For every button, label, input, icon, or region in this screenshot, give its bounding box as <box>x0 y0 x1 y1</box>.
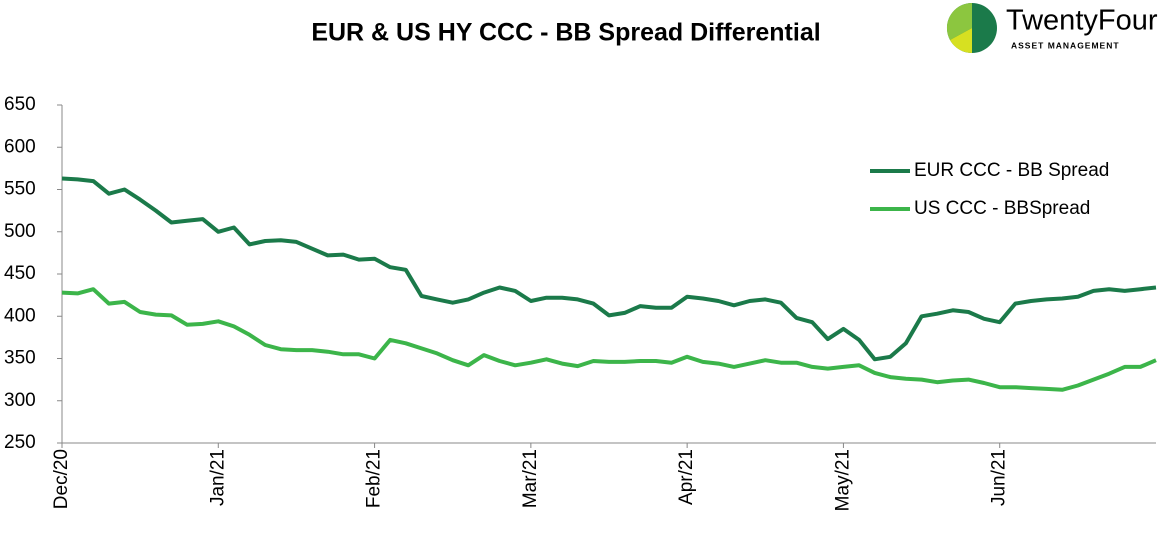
y-tick-label: 450 <box>4 263 36 284</box>
y-tick-label: 400 <box>4 305 36 326</box>
y-tick-label: 250 <box>4 432 36 453</box>
y-tick-label: 350 <box>4 348 36 369</box>
legend-label: EUR CCC - BB Spread <box>914 160 1109 181</box>
logo: TwentyFour ASSET MANAGEMENT <box>946 2 1158 54</box>
chart-title: EUR & US HY CCC - BB Spread Differential <box>311 19 820 47</box>
logo-mark-part <box>950 28 972 54</box>
y-tick-label: 300 <box>4 390 36 411</box>
logo-name: TwentyFour <box>1006 5 1158 37</box>
x-tick-label: Mar/21 <box>520 449 541 508</box>
series-line <box>61 176 1157 362</box>
x-tick-label: Apr/21 <box>676 449 697 505</box>
x-tick-label: Feb/21 <box>364 449 385 508</box>
legend-label: US CCC - BBSpread <box>914 198 1090 219</box>
x-tick-label: Jan/21 <box>207 449 228 506</box>
x-tick-label: May/21 <box>832 449 853 511</box>
logo-mark-part <box>946 2 972 40</box>
y-tick-label: 550 <box>4 179 36 200</box>
y-tick-label: 650 <box>4 94 36 115</box>
y-tick-label: 600 <box>4 136 36 157</box>
y-tick-label: 500 <box>4 221 36 242</box>
x-tick-label: Jun/21 <box>989 449 1010 506</box>
logo-tagline: ASSET MANAGEMENT <box>1011 40 1120 50</box>
series-line <box>61 287 1157 392</box>
x-tick-label: Dec/20 <box>51 449 72 509</box>
